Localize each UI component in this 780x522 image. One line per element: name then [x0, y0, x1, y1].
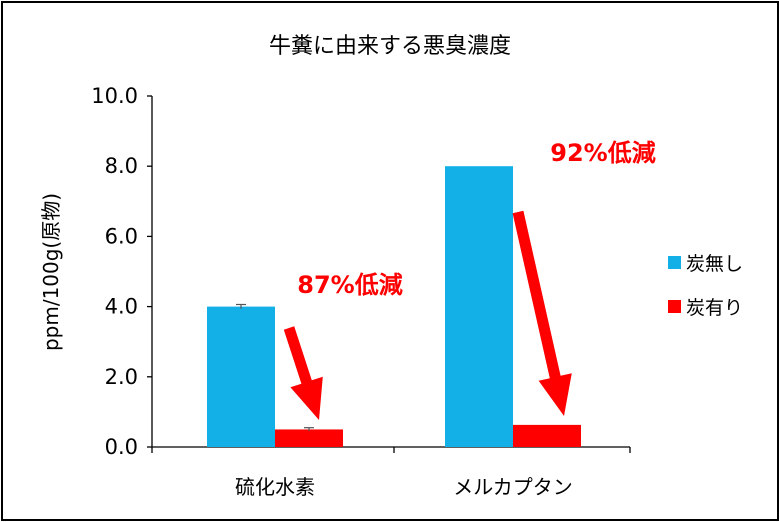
chart-title: 牛糞に由来する悪臭濃度	[269, 34, 511, 59]
annotation-arrow	[283, 326, 323, 420]
x-category-label: 硫化水素	[235, 475, 315, 499]
bar-0-0	[207, 306, 275, 447]
y-tick-label: 4.0	[105, 295, 138, 319]
bar-1-0	[275, 429, 343, 447]
legend-swatch-1	[668, 300, 681, 313]
legend-label-1: 炭有り	[686, 297, 743, 319]
y-tick-label: 0.0	[105, 435, 138, 459]
annotation-text: 87%低減	[297, 271, 402, 299]
x-category-label: メルカプタン	[453, 475, 572, 499]
annotation-arrow	[512, 210, 572, 416]
legend-swatch-0	[668, 256, 681, 269]
y-tick-label: 10.0	[91, 84, 138, 108]
y-tick-label: 6.0	[105, 224, 138, 248]
y-tick-label: 2.0	[105, 365, 138, 389]
bar-0-1	[445, 166, 513, 447]
bar-1-1	[513, 424, 581, 447]
y-tick-label: 8.0	[105, 154, 138, 178]
annotation-text: 92%低減	[550, 139, 655, 167]
legend-label-0: 炭無し	[686, 253, 743, 275]
y-axis-label: ppm/100g(原物)	[39, 193, 63, 351]
